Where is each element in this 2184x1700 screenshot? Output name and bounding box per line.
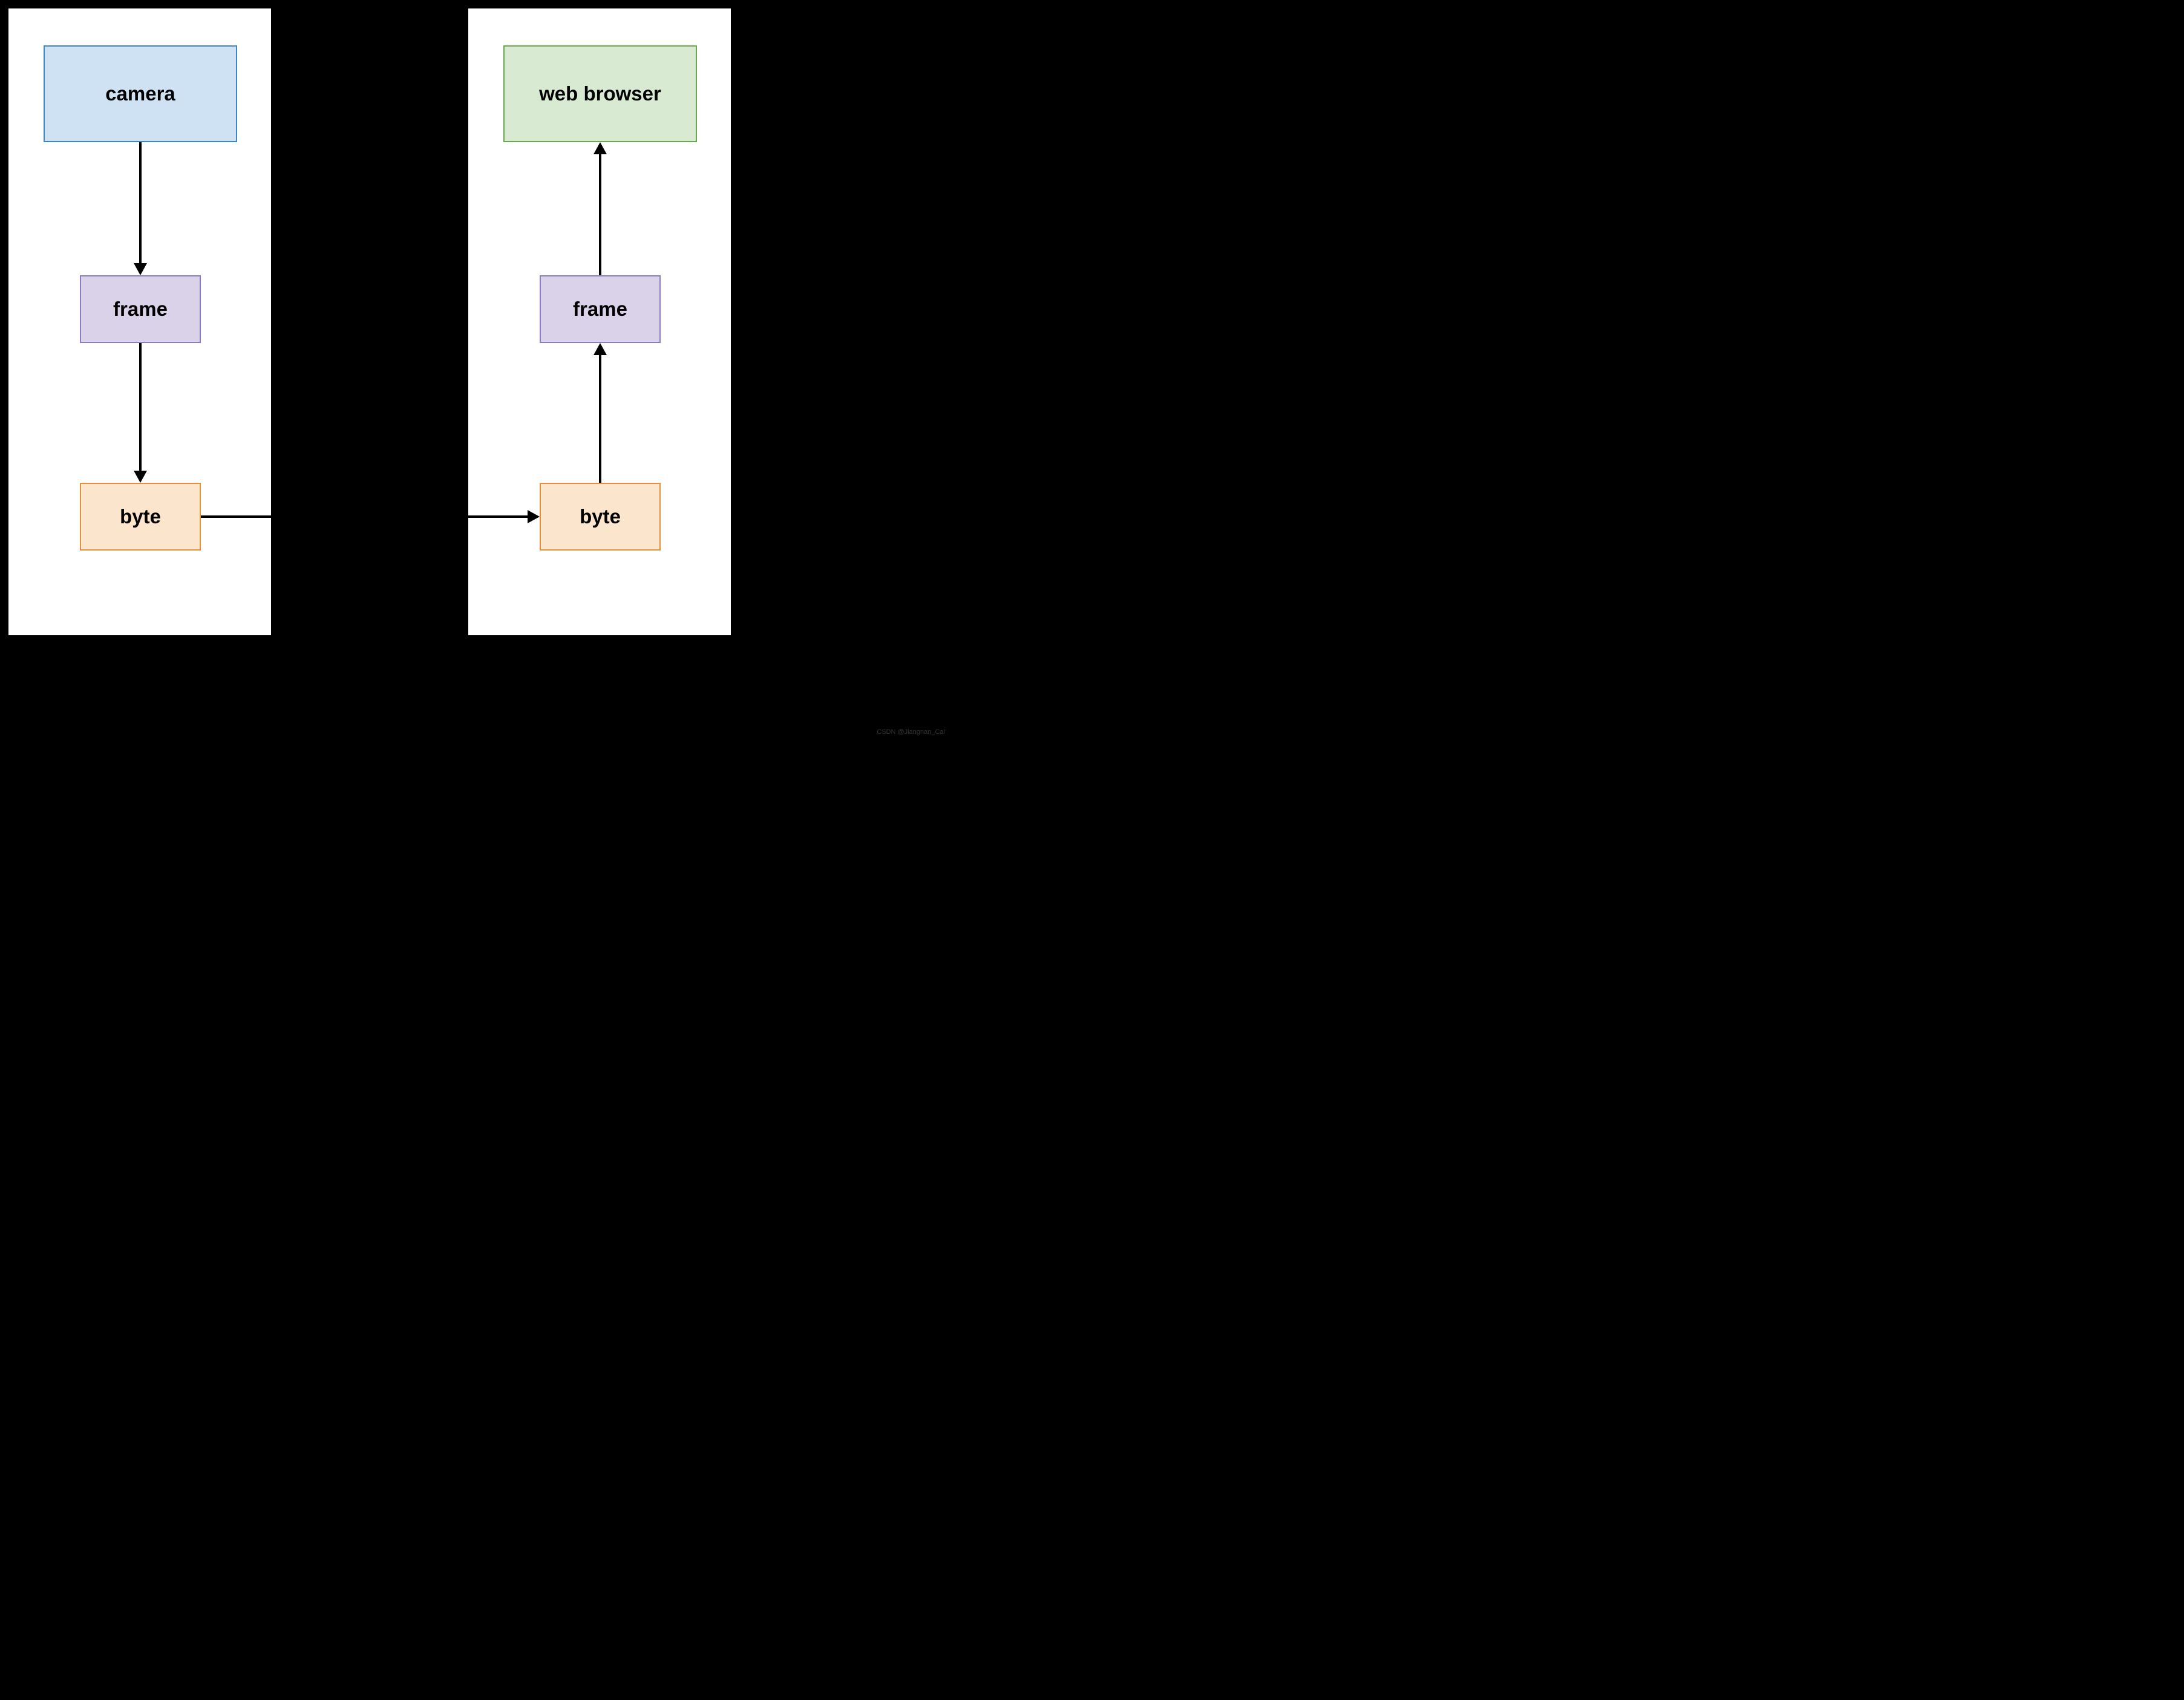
arrowhead-down-icon	[134, 471, 147, 483]
arrowhead-down-icon	[134, 263, 147, 275]
arrow-byte-to-frame-right	[599, 355, 601, 483]
arrow-camera-to-frame	[139, 142, 142, 263]
node-label: camera	[105, 82, 175, 105]
node-label: frame	[573, 298, 627, 321]
arrow-frame-to-browser	[599, 154, 601, 275]
node-browser: web browser	[503, 45, 697, 142]
arrowhead-right-icon	[528, 510, 540, 523]
node-label: web browser	[539, 82, 661, 105]
node-label: byte	[580, 505, 621, 528]
node-frame-left: frame	[80, 275, 201, 343]
node-camera: camera	[44, 45, 237, 142]
node-label: frame	[113, 298, 168, 321]
arrow-byte-to-byte	[201, 515, 528, 518]
arrowhead-up-icon	[593, 343, 607, 355]
node-byte-right: byte	[540, 483, 661, 551]
watermark-text: CSDN @Jiangnan_Cai	[877, 728, 945, 736]
arrow-frame-to-byte	[139, 343, 142, 471]
arrowhead-up-icon	[593, 142, 607, 154]
node-frame-right: frame	[540, 275, 661, 343]
node-byte-left: byte	[80, 483, 201, 551]
node-label: byte	[120, 505, 161, 528]
